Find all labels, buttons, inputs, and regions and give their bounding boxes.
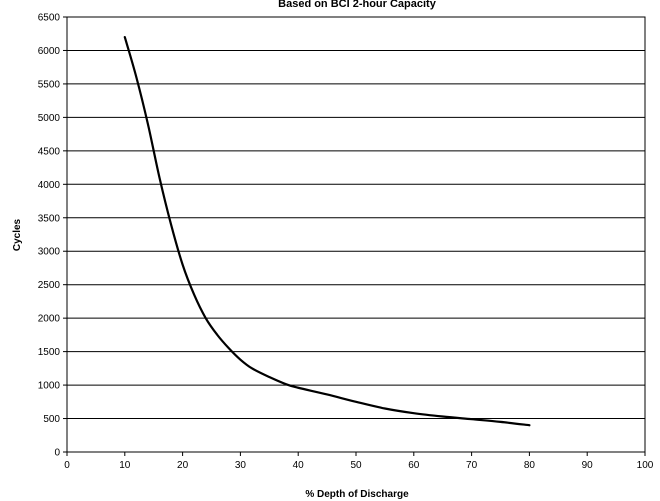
x-tick-label-20: 20 bbox=[177, 460, 189, 471]
y-tick-label-0: 0 bbox=[54, 448, 60, 459]
series-line-0 bbox=[123, 35, 531, 427]
y-tick-label-2500: 2500 bbox=[38, 280, 61, 291]
y-axis-label: Cycles bbox=[12, 218, 23, 251]
y-tick-labels: 0 500 1000 1500 2000 2500 3000 3500 4000 4500 5000… bbox=[38, 13, 61, 459]
axis-layer bbox=[63, 16, 646, 456]
x-tick-label-60: 60 bbox=[408, 460, 420, 471]
x-tick-label-40: 40 bbox=[293, 460, 305, 471]
y-tick-label-3000: 3000 bbox=[38, 247, 61, 258]
x-tick-label-50: 50 bbox=[350, 460, 362, 471]
y-tick-label-3500: 3500 bbox=[38, 213, 61, 224]
y-tick-label-5000: 5000 bbox=[38, 113, 61, 124]
y-tick-label-1000: 1000 bbox=[38, 381, 61, 392]
x-tick-label-0: 0 bbox=[64, 460, 70, 471]
grid-layer bbox=[67, 16, 645, 453]
y-tick-label-1500: 1500 bbox=[38, 347, 61, 358]
y-tick-label-6500: 6500 bbox=[38, 13, 61, 24]
x-tick-label-100: 100 bbox=[637, 460, 654, 471]
y-tick-label-2000: 2000 bbox=[38, 314, 61, 325]
y-tick-label-6000: 6000 bbox=[38, 46, 61, 57]
chart-title: Based on BCI 2-hour Capacity bbox=[278, 0, 437, 10]
plot-area-border bbox=[66, 16, 646, 453]
x-tick-labels: 0 10 20 30 40 50 60 70 80 90 100 bbox=[64, 460, 654, 471]
y-tick-label-4500: 4500 bbox=[38, 146, 61, 157]
series-layer bbox=[123, 35, 531, 427]
y-tick-label-500: 500 bbox=[43, 414, 60, 425]
x-tick-label-70: 70 bbox=[466, 460, 478, 471]
x-axis-label: % Depth of Discharge bbox=[305, 489, 409, 500]
x-tick-label-10: 10 bbox=[119, 460, 131, 471]
y-tick-label-4000: 4000 bbox=[38, 180, 61, 191]
y-tick-label-5500: 5500 bbox=[38, 79, 61, 90]
x-tick-label-90: 90 bbox=[582, 460, 594, 471]
x-tick-label-80: 80 bbox=[524, 460, 536, 471]
x-tick-label-30: 30 bbox=[235, 460, 247, 471]
